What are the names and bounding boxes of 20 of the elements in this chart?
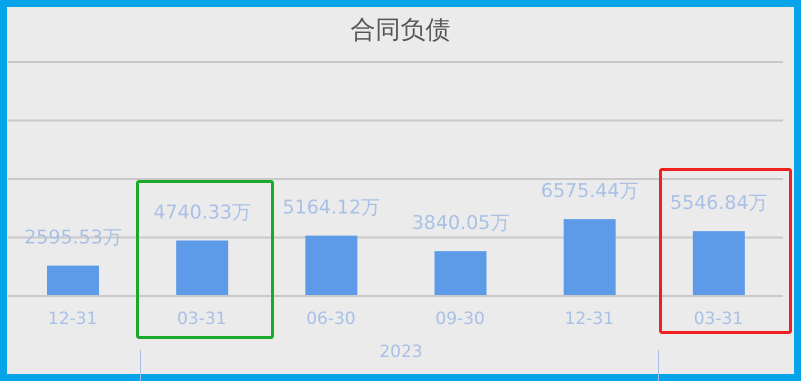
- bar: [564, 219, 616, 296]
- data-label: 2595.53万: [24, 226, 122, 249]
- x-tick-label: 03-31: [177, 309, 226, 330]
- data-label: 5546.84万: [670, 192, 768, 214]
- bar: [176, 240, 228, 296]
- x-tick-label: 06-30: [306, 309, 356, 330]
- chart-title: 合同负债: [350, 14, 452, 46]
- bar: [305, 236, 358, 296]
- x-tick-label: 03-31: [694, 309, 744, 330]
- data-label: 6575.44万: [540, 180, 638, 202]
- bar: [692, 231, 745, 296]
- x-tick-label: 09-30: [435, 309, 485, 330]
- data-label: 4740.33万: [153, 202, 251, 224]
- x-tick-label: 12-31: [48, 309, 98, 330]
- bar: [47, 266, 99, 296]
- data-label: 3840.05万: [412, 212, 510, 234]
- x-tick-label: 12-31: [564, 309, 614, 330]
- bar: [434, 251, 486, 296]
- data-label: 5164.12万: [282, 196, 380, 219]
- text: 2023: [378, 342, 424, 362]
